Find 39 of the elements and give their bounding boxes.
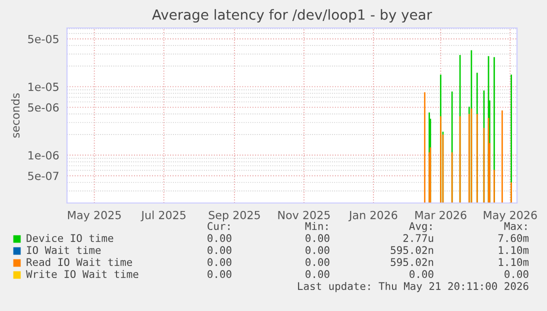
x-tick-label: Jul 2025 [140, 210, 186, 222]
x-tick-label: May 2025 [68, 210, 121, 222]
text: Cur: [208, 222, 230, 230]
text: 0.00 [306, 270, 330, 278]
text: 595.02n [390, 258, 434, 266]
text: Avg: [409, 222, 432, 232]
x-tick-label: Sep 2025 [208, 210, 260, 222]
legend-label: Write IO Wait time [26, 270, 138, 278]
y-tick-label: 5e-05 [28, 34, 58, 44]
x-tick-label: Nov 2025 [278, 210, 330, 220]
x-tick-label: May 2026 [484, 210, 537, 222]
x-tick-label: Mar 2026 [415, 210, 466, 220]
y-axis-title: seconds [11, 93, 20, 138]
text: 0.00 [208, 270, 232, 278]
y-tick-label: 5e-07 [28, 172, 58, 180]
y-tick-label: 5e-06 [28, 103, 59, 112]
text: 0.00 [208, 234, 232, 242]
text: 1.10m [498, 258, 529, 266]
chart-title: Average latency for /dev/loop1 - by year [152, 9, 432, 23]
text: 0.00 [306, 246, 330, 254]
y-tick-label: 1e-05 [28, 82, 58, 92]
text: 1.10m [498, 246, 529, 254]
text: 2.77u [403, 234, 434, 242]
text: Max: [504, 222, 526, 230]
text: 7.60m [498, 234, 529, 242]
text: 0.00 [504, 270, 528, 278]
legend-label: IO Wait time [27, 246, 101, 254]
x-tick-label: Jan 2026 [348, 210, 398, 222]
text: Last update: Thu May 21 20:11:00 2026 [298, 282, 528, 292]
legend-label: Read IO Wait time [26, 258, 132, 266]
text: 0.00 [410, 270, 434, 278]
text: 0.00 [208, 258, 232, 266]
text: 0.00 [306, 258, 330, 266]
text: 0.00 [306, 234, 330, 242]
text: Min: [305, 222, 328, 230]
text: 595.02n [390, 246, 434, 254]
legend-label: Device IO time [26, 234, 114, 242]
y-tick-label: 1e-06 [28, 151, 59, 160]
text: 0.00 [208, 246, 232, 254]
